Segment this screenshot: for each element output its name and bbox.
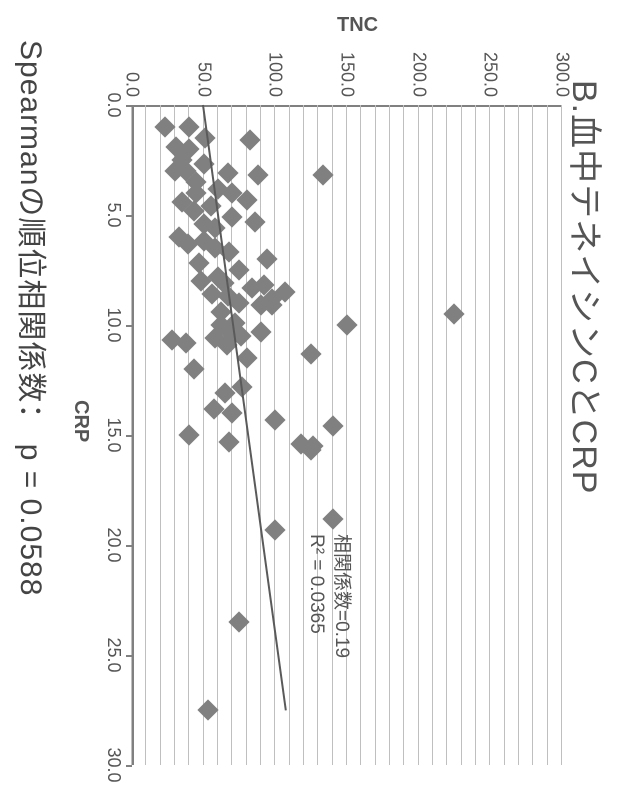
gridline	[317, 105, 318, 765]
y-tick-label: 150.0	[337, 52, 358, 97]
x-tick	[126, 765, 132, 767]
gridline	[375, 105, 376, 765]
x-tick-label: 30.0	[103, 747, 124, 782]
gridline	[274, 105, 275, 765]
x-tick-label: 10.0	[103, 307, 124, 342]
gridline	[518, 105, 519, 765]
y-tick-label: 250.0	[480, 52, 501, 97]
gridline	[403, 105, 404, 765]
x-tick	[126, 655, 132, 657]
gridline	[289, 105, 290, 765]
x-tick-label: 5.0	[103, 202, 124, 227]
gridline	[418, 105, 419, 765]
plot-area: 0.050.0100.0150.0200.0250.0300.00.05.010…	[132, 105, 562, 765]
regression-annotation: 相関係数=0.19R² = 0.0365	[303, 534, 354, 658]
gridline	[446, 105, 447, 765]
gridline	[504, 105, 505, 765]
y-axis-label: TNC	[337, 14, 378, 37]
x-tick	[126, 105, 132, 107]
x-tick	[126, 545, 132, 547]
gridline	[547, 105, 548, 765]
y-tick-label: 200.0	[408, 52, 429, 97]
y-tick-label: 300.0	[552, 52, 573, 97]
gridline	[360, 105, 361, 765]
gridline	[260, 105, 261, 765]
x-tick-label: 15.0	[103, 417, 124, 452]
x-tick	[126, 435, 132, 437]
y-tick-label: 0.0	[122, 72, 143, 97]
gridline	[475, 105, 476, 765]
x-tick	[126, 215, 132, 217]
gridline	[346, 105, 347, 765]
r-squared-label: R² = 0.0365	[303, 534, 329, 658]
gridline	[532, 105, 533, 765]
chart-subtitle: Spearmanの順位相関係数： p = 0.0588	[12, 40, 56, 596]
x-tick	[126, 325, 132, 327]
y-tick-label: 100.0	[265, 52, 286, 97]
x-axis-label: CRP	[69, 400, 92, 442]
rotated-stage: B.血中テネイシンCとCRP TNC 0.050.0100.0150.0200.…	[0, 0, 622, 795]
gridline	[145, 105, 146, 765]
gridline	[432, 105, 433, 765]
chart-title: B.血中テネイシンCとCRP	[563, 80, 612, 494]
correlation-coef-label: 相関係数=0.19	[329, 534, 355, 658]
x-tick-label: 0.0	[103, 92, 124, 117]
scatter-chart: B.血中テネイシンCとCRP TNC 0.050.0100.0150.0200.…	[0, 0, 622, 795]
gridline	[561, 105, 562, 765]
gridline	[489, 105, 490, 765]
gridline	[389, 105, 390, 765]
x-tick-label: 20.0	[103, 527, 124, 562]
x-tick-label: 25.0	[103, 637, 124, 672]
y-tick-label: 50.0	[193, 62, 214, 97]
gridline	[461, 105, 462, 765]
gridline	[160, 105, 161, 765]
